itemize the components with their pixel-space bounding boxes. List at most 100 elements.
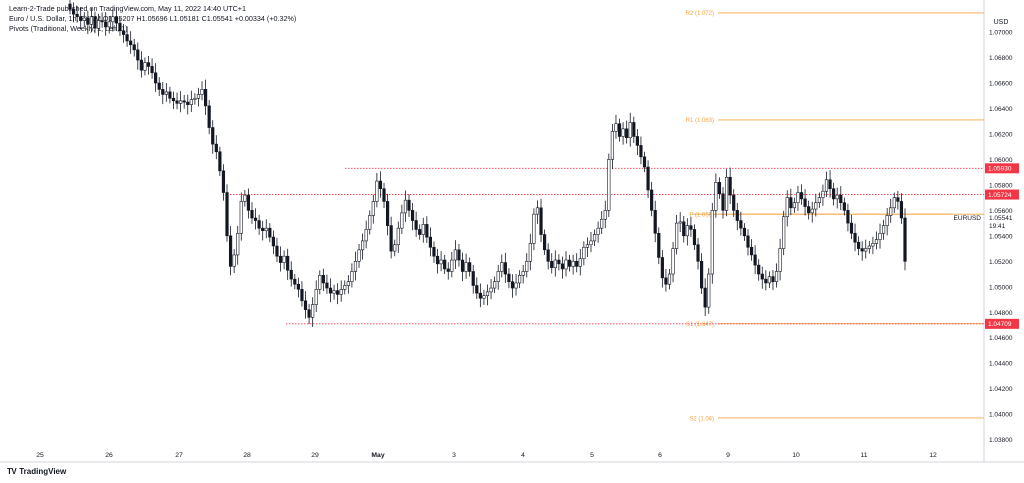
candle-body <box>485 291 490 296</box>
x-tick-label: 11 <box>860 452 867 459</box>
candle-body <box>767 276 772 284</box>
candle-body <box>760 273 764 280</box>
y-tick-label: 1.04600 <box>989 335 1013 342</box>
candle-body <box>567 259 572 267</box>
candle-body <box>111 16 115 23</box>
candle-body <box>817 197 821 204</box>
candle-body <box>435 255 440 265</box>
candle-body <box>136 49 140 61</box>
candle-body <box>689 225 693 230</box>
x-tick-label: 29 <box>311 452 319 459</box>
candle-body <box>325 282 329 289</box>
candle-body <box>789 197 793 209</box>
chart-header: Learn-2-Trade published on TradingView.c… <box>9 4 296 34</box>
candle-body <box>507 273 511 282</box>
candle-body <box>646 166 650 191</box>
candle-body <box>293 278 297 285</box>
candle-body <box>610 131 614 160</box>
candle-body <box>478 292 482 299</box>
candle-body <box>889 207 893 216</box>
candle-body <box>482 295 486 299</box>
candle-body <box>778 248 782 272</box>
tradingview-brand[interactable]: TV TradingView <box>7 467 66 476</box>
candle-body <box>764 278 768 284</box>
candle-body <box>835 194 839 200</box>
candle-body <box>642 156 647 168</box>
candle-body <box>578 258 582 267</box>
candle-body <box>628 122 632 139</box>
pivot-label: S2 (1.04) <box>689 416 714 422</box>
candle-body <box>903 217 907 262</box>
candle-body <box>179 100 183 104</box>
y-tick-label: 1.05800 <box>989 182 1013 189</box>
pivot-label: S1 (1.047) <box>686 322 714 328</box>
candle-body <box>203 89 208 107</box>
candle-body <box>639 145 643 158</box>
candle-body <box>79 16 83 21</box>
candle-body <box>228 235 233 267</box>
candle-body <box>353 261 358 272</box>
y-tick-label: 1.04400 <box>989 361 1013 368</box>
candle-body <box>432 246 436 257</box>
candle-body <box>307 309 311 318</box>
y-tick-label: 1.05000 <box>989 284 1013 291</box>
candle-body <box>842 202 846 211</box>
candle-body <box>503 262 507 275</box>
candle-body <box>82 17 86 21</box>
y-tick-label: 1.06600 <box>989 80 1013 87</box>
candle-body <box>782 216 786 249</box>
candle-body <box>871 243 875 247</box>
candle-body <box>617 123 622 137</box>
candle-body <box>286 255 290 271</box>
candle-body <box>232 254 236 267</box>
candle-body <box>739 220 743 229</box>
level-price-tag <box>985 318 1019 329</box>
candle-body <box>282 255 286 263</box>
candle-body <box>518 275 522 284</box>
candle-body <box>182 100 186 103</box>
candle-body <box>250 210 254 219</box>
level-price-label: 1.05930 <box>988 166 1012 173</box>
y-tick-label: 1.04000 <box>989 412 1013 419</box>
candle-body <box>114 16 118 24</box>
candle-body <box>571 261 575 267</box>
candle-body <box>336 290 340 295</box>
y-tick-label: 1.07000 <box>989 30 1013 37</box>
price-axis-currency: USD <box>994 19 1009 26</box>
candle-body <box>125 34 129 42</box>
symbol-ohlc-line: Euro / U.S. Dollar, 1h, FXCM O1.05207 H1… <box>9 14 297 23</box>
candle-body <box>892 197 896 209</box>
candle-body <box>896 197 900 202</box>
candle-body <box>396 227 400 246</box>
candle-body <box>157 82 161 90</box>
candle-body <box>460 259 465 272</box>
candle-body <box>275 245 279 257</box>
candle-body <box>268 227 272 238</box>
candle-body <box>753 254 757 266</box>
candle-body <box>746 235 750 248</box>
candle-body <box>860 248 864 252</box>
bar-countdown: 19:41 <box>989 223 1006 230</box>
candle-body <box>168 91 172 99</box>
candle-body <box>582 246 586 260</box>
candle-body <box>104 21 108 28</box>
candle-body <box>414 220 418 230</box>
candle-body <box>450 259 454 272</box>
candle-body <box>625 128 629 139</box>
candle-body <box>161 89 165 95</box>
tradingview-logo-icon: TV <box>7 467 17 476</box>
candle-body <box>332 290 336 294</box>
candle-body <box>821 190 825 198</box>
pivot-label: P (1.056) <box>689 212 714 218</box>
candle-body <box>382 188 386 202</box>
candle-body <box>874 239 879 244</box>
candle-body <box>496 271 500 282</box>
x-tick-label: 12 <box>929 452 937 459</box>
candle-body <box>439 259 443 265</box>
last-price-symbol: EURUSD <box>954 215 982 222</box>
y-tick-label: 1.06200 <box>989 131 1013 138</box>
candle-body <box>150 66 154 74</box>
candle-body <box>692 229 697 246</box>
